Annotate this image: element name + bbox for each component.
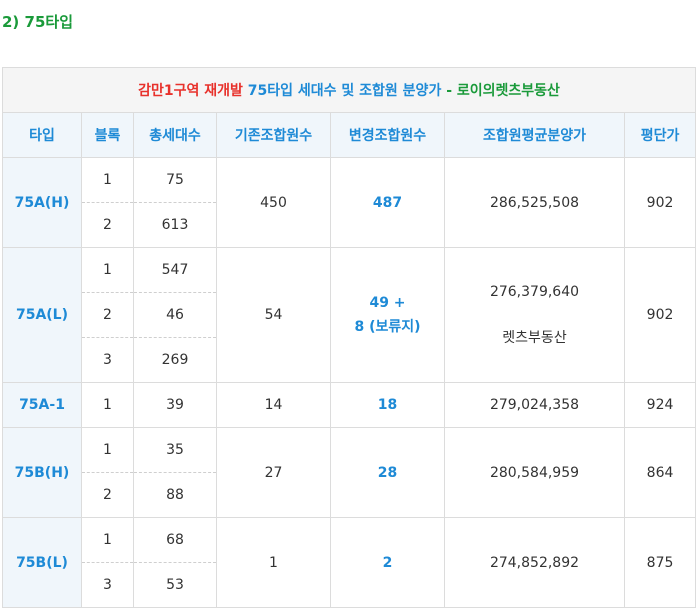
caption-subject: 75타입 세대수 및 조합원 분양가 [247,83,442,99]
block-cell: 2 [81,472,134,518]
header-changed-members: 변경조합원수 [330,112,445,158]
header-type: 타입 [2,112,82,158]
price-per-pyeong-cell: 864 [623,427,696,518]
changed-members-cell: 487 [330,157,445,248]
avg-price-cell: 274,852,892 [444,517,625,608]
changed-members-line1: 49 + [369,295,406,311]
table-header-row: 타입 블록 총세대수 기존조합원수 변경조합원수 조합원평균분양가 평단가 [2,112,696,158]
table-row: 75A(L) 1 547 54 49 + 8 (보류지) 276,379,640… [2,247,696,383]
header-existing-members: 기존조합원수 [216,112,331,158]
avg-price-value: 276,379,640 [489,284,580,300]
total-units-cell: 68 [133,517,217,563]
table-row: 2 613 [3,202,696,248]
block-cell: 1 [81,427,134,473]
total-units-cell: 269 [133,337,217,383]
total-units-cell: 53 [133,562,217,608]
block-cell: 2 [81,292,134,338]
apartment-type-table: 감만1구역 재개발 75타입 세대수 및 조합원 분양가 - 로이의렛츠부동산 … [1,67,696,608]
avg-price-cell: 276,379,640 렛츠부동산 [444,247,625,383]
total-units-cell: 75 [133,157,217,203]
type-cell: 75B(L) [2,517,82,608]
header-avg-price: 조합원평균분양가 [444,112,625,158]
changed-members-cell: 49 + 8 (보류지) [330,247,445,383]
existing-members-cell: 1 [216,517,331,608]
block-cell: 2 [81,202,134,248]
table-caption: 감만1구역 재개발 75타입 세대수 및 조합원 분양가 - 로이의렛츠부동산 [1,67,696,113]
total-units-cell: 88 [133,472,217,518]
table-row: 75B(H) 1 35 27 28 280,584,959 864 [2,427,696,518]
block-cell: 3 [81,562,134,608]
price-per-pyeong-cell: 875 [623,517,696,608]
block-cell: 1 [81,517,134,563]
changed-members-line2: 8 (보류지) [354,319,421,335]
type-cell: 75B(H) [2,427,82,518]
existing-members-cell: 14 [216,382,331,428]
caption-region: 감만1구역 재개발 [138,83,243,99]
changed-members-cell: 28 [330,427,445,518]
caption-source: - 로이의렛츠부동산 [446,83,560,99]
total-units-cell: 547 [133,247,217,293]
changed-members-cell: 2 [330,517,445,608]
table-row: 2 46 [3,292,696,338]
table-caption-row: 감만1구역 재개발 75타입 세대수 및 조합원 분양가 - 로이의렛츠부동산 [1,67,696,113]
watermark-text: 렛츠부동산 [502,330,567,346]
table-row: 2 88 [3,472,696,518]
type-cell: 75A-1 [2,382,82,428]
existing-members-cell: 54 [216,247,331,383]
existing-members-cell: 27 [216,427,331,518]
block-cell: 1 [81,157,134,203]
table-row: 75B(L) 1 68 1 2 274,852,892 875 [2,517,696,608]
total-units-cell: 46 [133,292,217,338]
block-cell: 1 [81,247,134,293]
table-row: 3 53 [3,562,696,608]
block-cell: 3 [81,337,134,383]
price-per-pyeong-cell: 924 [623,382,696,428]
table-row: 75A(H) 1 75 450 487 286,525,508 902 [2,157,696,248]
header-price-per-pyeong: 평단가 [623,112,696,158]
price-per-pyeong-cell: 902 [623,247,696,383]
changed-members-cell: 18 [330,382,445,428]
total-units-cell: 613 [133,202,217,248]
header-block: 블록 [81,112,134,158]
section-heading: 2) 75타입 [2,13,73,31]
total-units-cell: 35 [133,427,217,473]
header-total-units: 총세대수 [133,112,217,158]
block-cell: 1 [81,382,134,428]
table-row: 75A-1 1 39 14 18 279,024,358 924 [2,382,696,428]
avg-price-cell: 280,584,959 [444,427,625,518]
type-cell: 75A(H) [2,157,82,248]
type-cell: 75A(L) [2,247,82,383]
avg-price-cell: 279,024,358 [444,382,625,428]
avg-price-cell: 286,525,508 [444,157,625,248]
existing-members-cell: 450 [216,157,331,248]
price-per-pyeong-cell: 902 [623,157,696,248]
total-units-cell: 39 [133,382,217,428]
